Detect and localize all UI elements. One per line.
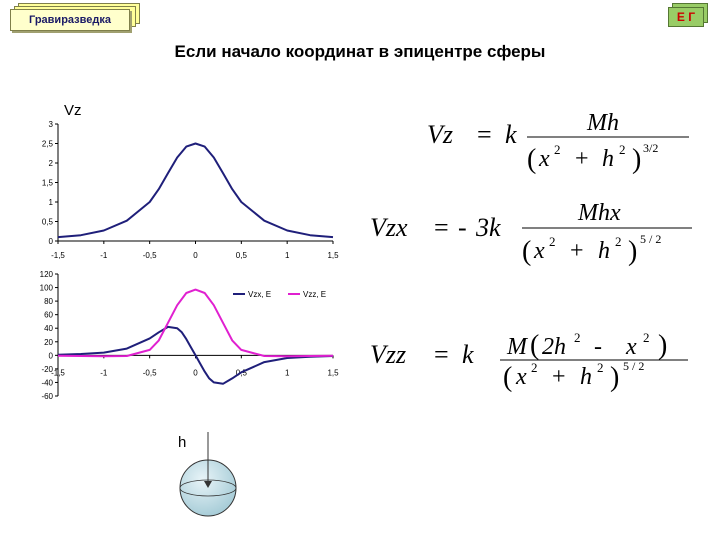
formula-vzz-num-x: x	[625, 334, 637, 360]
formula-vzz-x-sq: 2	[531, 360, 538, 375]
legend-label-1: Vzx, E	[248, 290, 271, 299]
y-tick-label: -40	[41, 378, 53, 387]
vz-chart: 0 0,5 1 1,5 2 2,5 3 -1,5 -1 -0,5 0 0,5 1 1,5	[42, 120, 339, 260]
x-tick-label: -1,5	[51, 251, 65, 260]
formula-vz-rparen: )	[632, 144, 641, 175]
formula-vzz-plus: +	[552, 364, 566, 390]
formula-vz: Vz = k Mh ( x 2 + h 2 ) 3/2	[427, 108, 697, 178]
formula-vzx-num: Mhx	[577, 200, 621, 226]
formula-vzz-h: h	[580, 364, 592, 390]
formula-vzx-rparen: )	[628, 236, 637, 267]
x-tick-label: 1,5	[327, 368, 339, 377]
formula-vzx-h-sq: 2	[615, 234, 622, 249]
formula-vzz-exp: 5 / 2	[623, 359, 644, 373]
x-tick-label: -0,5	[143, 251, 157, 260]
y-tick-label: 0	[49, 237, 54, 246]
x-tick-label: 0	[193, 368, 198, 377]
y-tick-label: 2	[49, 159, 54, 168]
y-tick-label: 1	[49, 198, 54, 207]
formula-vz-lparen: (	[527, 144, 536, 175]
y-tick-label: 120	[40, 270, 54, 279]
formula-vz-coef: k	[505, 120, 517, 149]
y-tick-label: 100	[40, 284, 54, 293]
series-line-1	[57, 142, 334, 239]
formula-vz-h-sq: 2	[619, 142, 626, 157]
formula-vzx-minus: -	[458, 213, 467, 242]
series-line-1	[57, 325, 334, 385]
depth-label: h	[178, 434, 187, 451]
formula-vzx-x-sq: 2	[549, 234, 556, 249]
formula-vzz-h-sq: 2	[597, 360, 604, 375]
y-tick-label: 40	[44, 324, 53, 333]
formula-vzx-x: x	[533, 238, 545, 264]
formula-vzz-num-2h: 2h	[542, 334, 566, 360]
formula-vzx-lparen: (	[522, 236, 531, 267]
corner-badge[interactable]: Е Г	[668, 3, 710, 29]
section-tag-label: Гравиразведка	[10, 9, 130, 31]
formula-vzz-eq: =	[434, 340, 449, 369]
formula-vz-x: x	[538, 146, 550, 172]
legend-label-2: Vzz, E	[303, 290, 326, 299]
formula-vz-num: Mh	[586, 110, 619, 136]
y-tick-label: 3	[49, 120, 54, 129]
formula-vzx-coef: 3k	[475, 213, 501, 242]
formula-vzz-num-m: M	[506, 334, 529, 360]
y-tick-label: 0,5	[42, 218, 54, 227]
arrow-head-icon	[204, 481, 212, 488]
x-tick-label: 1	[285, 251, 290, 260]
formula-vz-plus: +	[575, 146, 589, 172]
formula-vzz-x: x	[515, 364, 527, 390]
formula-vzx-lhs: Vzx	[370, 213, 408, 242]
formula-vzx-eq: =	[434, 213, 449, 242]
formula-vz-eq: =	[477, 120, 492, 149]
x-tick-label: -1	[100, 251, 108, 260]
formula-vzz-num-lparen: (	[530, 330, 539, 361]
formula-vzz-num-x-sq: 2	[643, 330, 650, 345]
chart-panel: Vz 0 0,5 1 1,5 2 2,5 3 -1,5 -1 -0,5 0 0,5 1 1,5 -60 -4…	[25, 104, 345, 434]
formula-vzz-lhs: Vzz	[370, 340, 406, 369]
y-tick-label: 1,5	[42, 179, 54, 188]
formula-vzx-exp: 5 / 2	[640, 232, 661, 246]
x-tick-label: 1	[285, 368, 290, 377]
formula-vz-h: h	[602, 146, 614, 172]
chart-top-title: Vz	[64, 104, 82, 119]
sphere-diagram	[179, 432, 237, 517]
formula-vzz-coef: k	[462, 340, 474, 369]
y-tick-label: 20	[44, 338, 53, 347]
formula-vzz-rparen: )	[610, 362, 619, 393]
x-tick-label: 1,5	[327, 251, 339, 260]
formula-vzz-num-rparen: )	[658, 330, 667, 361]
y-tick-label: 2,5	[42, 140, 54, 149]
x-tick-label: 0	[193, 251, 198, 260]
x-tick-label: 0,5	[236, 251, 248, 260]
formula-vzx-plus: +	[570, 238, 584, 264]
formula-vz-exp: 3/2	[643, 141, 658, 155]
y-tick-label: -60	[41, 392, 53, 401]
formula-vzz-num-minus: -	[594, 334, 602, 360]
corner-badge-label: Е Г	[668, 7, 704, 27]
x-tick-label: -1,5	[51, 368, 65, 377]
formula-vz-lhs: Vz	[427, 120, 453, 149]
charts-svg: Vz 0 0,5 1 1,5 2 2,5 3 -1,5 -1 -0,5 0 0,5 1 1,5 -60 -4…	[40, 104, 339, 401]
series-line-2	[57, 288, 334, 358]
section-tag[interactable]: Гравиразведка	[10, 3, 140, 33]
formula-vzz-num-h-sq: 2	[574, 330, 581, 345]
x-tick-label: -0,5	[143, 368, 157, 377]
formula-vzz-lparen: (	[503, 362, 512, 393]
formula-vz-x-sq: 2	[554, 142, 561, 157]
formula-vzx: Vzx = - 3k Mhx ( x 2 + h 2 ) 5 / 2	[370, 198, 700, 268]
y-tick-label: 0	[49, 351, 54, 360]
page-title: Если начало координат в эпицентре сферы	[174, 42, 546, 61]
y-tick-label: -20	[41, 365, 53, 374]
formula-vzx-h: h	[598, 238, 610, 264]
formula-vzz: Vzz = k M ( 2h 2 - x 2 ) ( x 2 + h 2 ) 5…	[370, 318, 700, 393]
y-tick-label: 60	[44, 311, 53, 320]
y-tick-label: 80	[44, 297, 53, 306]
x-tick-label: -1	[100, 368, 108, 377]
